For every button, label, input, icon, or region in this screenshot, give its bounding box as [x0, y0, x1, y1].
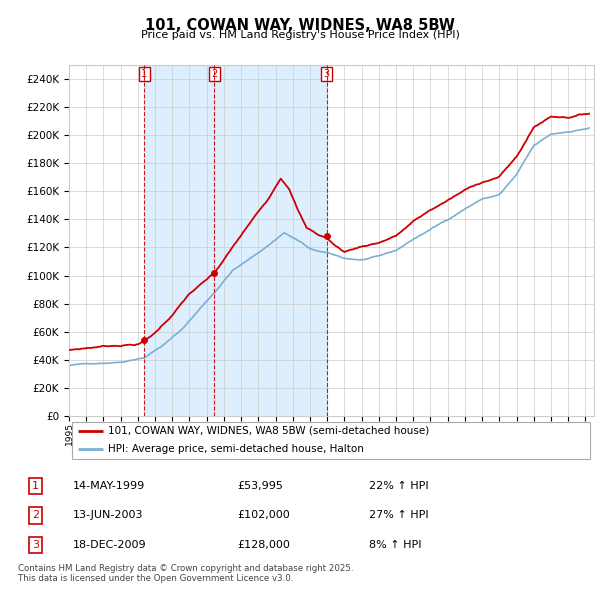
Text: 1: 1 — [141, 69, 147, 79]
Text: Contains HM Land Registry data © Crown copyright and database right 2025.
This d: Contains HM Land Registry data © Crown c… — [18, 563, 353, 583]
Text: Price paid vs. HM Land Registry's House Price Index (HPI): Price paid vs. HM Land Registry's House … — [140, 30, 460, 40]
Bar — [144, 65, 326, 416]
Text: 22% ↑ HPI: 22% ↑ HPI — [370, 481, 429, 491]
FancyBboxPatch shape — [71, 422, 590, 458]
Text: 18-DEC-2009: 18-DEC-2009 — [73, 540, 146, 550]
Text: £102,000: £102,000 — [237, 510, 290, 520]
Text: 101, COWAN WAY, WIDNES, WA8 5BW (semi-detached house): 101, COWAN WAY, WIDNES, WA8 5BW (semi-de… — [109, 426, 430, 436]
Text: 1: 1 — [32, 481, 39, 491]
Text: 14-MAY-1999: 14-MAY-1999 — [73, 481, 145, 491]
Text: 101, COWAN WAY, WIDNES, WA8 5BW: 101, COWAN WAY, WIDNES, WA8 5BW — [145, 18, 455, 32]
Text: 8% ↑ HPI: 8% ↑ HPI — [370, 540, 422, 550]
Text: 3: 3 — [323, 69, 329, 79]
Text: £128,000: £128,000 — [237, 540, 290, 550]
Text: 2: 2 — [211, 69, 218, 79]
Text: 13-JUN-2003: 13-JUN-2003 — [73, 510, 143, 520]
Text: £53,995: £53,995 — [237, 481, 283, 491]
Text: 27% ↑ HPI: 27% ↑ HPI — [370, 510, 429, 520]
Text: 2: 2 — [32, 510, 39, 520]
Text: 3: 3 — [32, 540, 39, 550]
Text: HPI: Average price, semi-detached house, Halton: HPI: Average price, semi-detached house,… — [109, 444, 364, 454]
